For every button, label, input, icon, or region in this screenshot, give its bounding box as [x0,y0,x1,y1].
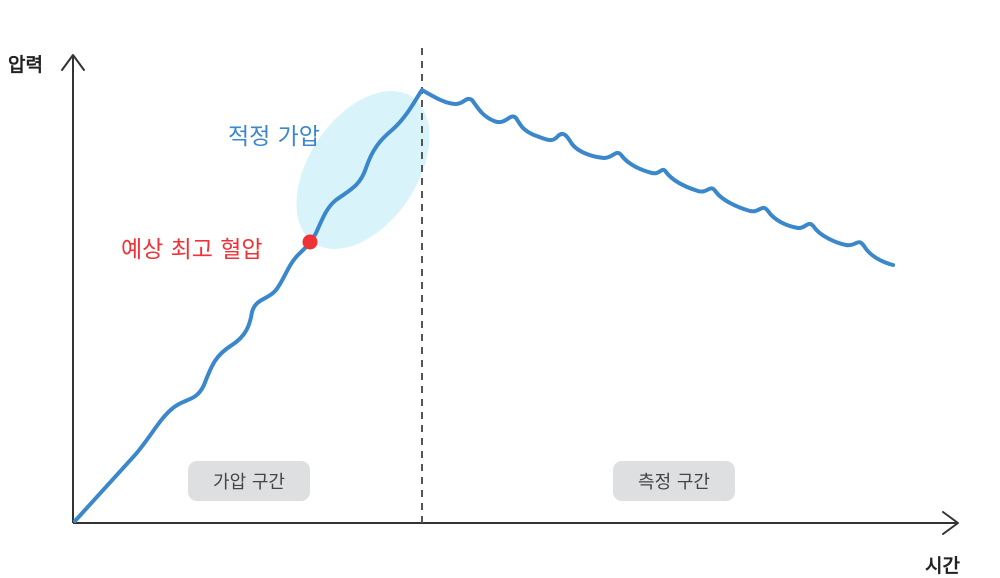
optimal-pressure-highlight [296,91,430,249]
pressurize-zone-label: 가압 구간 [213,472,285,493]
measure-zone-badge: 측정 구간 [613,461,735,501]
expected-max-bp-label: 예상 최고 혈압 [121,237,263,263]
optimal-pressure-label: 적정 가압 [228,124,320,150]
expected-max-bp-marker [302,234,318,250]
x-axis-arrowhead [942,511,959,535]
y-axis-arrowhead [61,54,85,71]
pressure-curve [73,88,895,523]
y-axis-label: 압력 [8,54,43,76]
x-axis-label: 시간 [925,555,960,577]
pressurize-zone-badge: 가압 구간 [188,461,310,501]
measure-zone-label: 측정 구간 [638,472,710,493]
